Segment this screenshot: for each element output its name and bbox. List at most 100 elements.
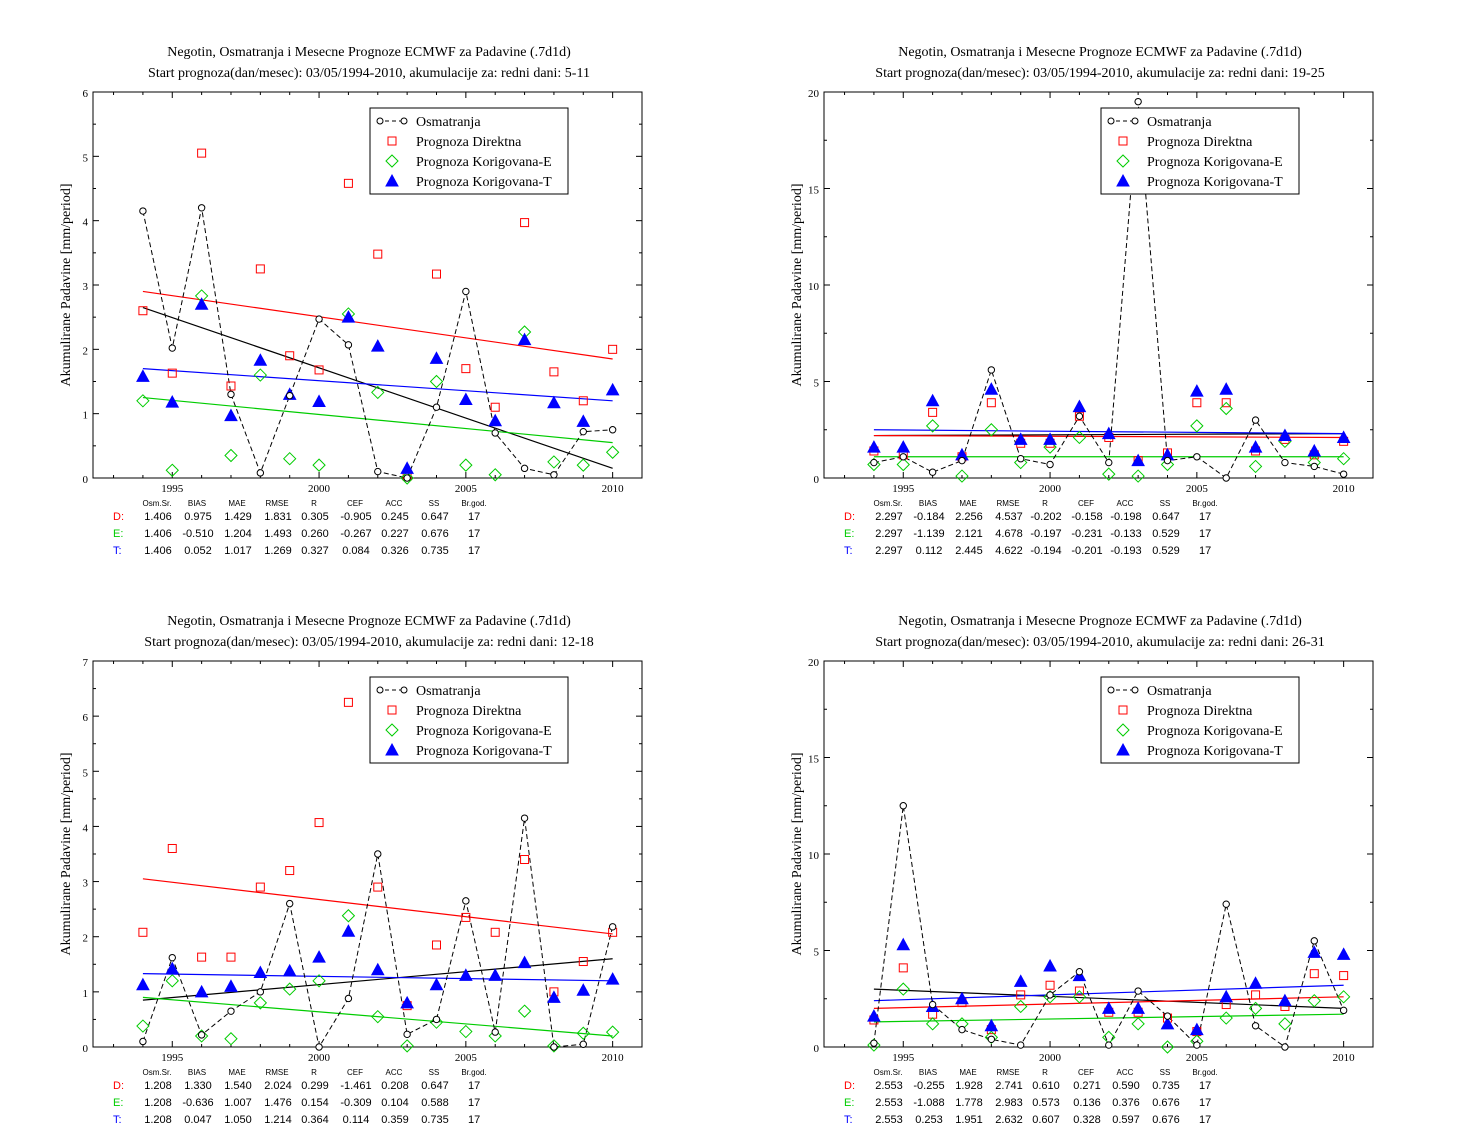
- series-1: [138, 148, 618, 481]
- stats-header: CEF: [1078, 1068, 1094, 1077]
- data-point: [1075, 412, 1084, 420]
- x-tick-label: 1995: [161, 1052, 184, 1064]
- data-point: [312, 950, 326, 963]
- data-point: [1248, 976, 1263, 989]
- x-tick-label: 2000: [308, 483, 331, 495]
- data-point: [488, 1029, 502, 1043]
- y-tick-label: 10: [808, 281, 820, 293]
- data-point: [1160, 1040, 1175, 1054]
- stats-cell: 4.537: [995, 511, 1023, 523]
- data-point: [1190, 1022, 1204, 1036]
- x-tick-label: 2005: [455, 1052, 478, 1064]
- data-point: [578, 396, 588, 406]
- stats-cell: 2.445: [955, 545, 983, 557]
- data-point: [867, 1009, 881, 1022]
- stats-cell: 2.632: [995, 1114, 1023, 1126]
- data-point: [579, 427, 587, 436]
- legend-label: Osmatranja: [1147, 684, 1212, 699]
- data-point: [1105, 458, 1113, 467]
- data-point: [928, 468, 937, 476]
- stats-row-label: D:: [844, 511, 855, 523]
- data-point: [576, 458, 590, 472]
- chart-title: Negotin, Osmatranja i Mesecne Prognoze E…: [167, 45, 571, 60]
- data-point: [341, 909, 356, 923]
- stats-cell: 0.154: [301, 1097, 329, 1109]
- stats-cell: 17: [1199, 511, 1212, 523]
- data-point: [925, 1017, 940, 1031]
- stats-cell: 17: [468, 545, 481, 557]
- stats-cell: -0.905: [340, 511, 372, 523]
- chart-svg: Negotin, Osmatranja i Mesecne Prognoze E…: [59, 614, 643, 1064]
- data-point: [165, 395, 180, 408]
- stats-cell: -0.193: [1110, 545, 1142, 557]
- data-point: [1278, 993, 1292, 1007]
- trend-line-corrE: [142, 396, 613, 444]
- chart-subtitle: Start prognoza(dan/mesec): 03/05/1994-20…: [144, 635, 593, 650]
- data-point: [870, 458, 878, 467]
- stats-header: MAE: [959, 499, 977, 508]
- data-point: [488, 968, 503, 981]
- chart-subtitle: Start prognoza(dan/mesec): 03/05/1994-20…: [875, 635, 1324, 650]
- data-point: [459, 1024, 473, 1039]
- data-point: [462, 287, 470, 296]
- y-axis-label: Akumulirane Padavine [mm/period]: [790, 753, 805, 956]
- data-point: [226, 381, 236, 391]
- legend-label: Prognoza Direktna: [1147, 135, 1253, 150]
- stats-row-label: D:: [113, 1080, 124, 1092]
- data-point: [136, 394, 150, 408]
- stats-cell: 0.676: [1152, 1097, 1180, 1109]
- legend-label: Prognoza Direktna: [1147, 704, 1253, 719]
- data-point: [955, 991, 969, 1005]
- legend-item: Prognoza Korigovana-T: [1116, 742, 1283, 759]
- data-point: [1278, 1017, 1292, 1031]
- data-point: [547, 455, 561, 469]
- data-point: [286, 899, 294, 908]
- legend-marker: [1116, 723, 1130, 737]
- stats-cell: 1.406: [144, 511, 172, 523]
- y-tick-label: 0: [814, 474, 820, 486]
- stats-cell: 1.050: [224, 1114, 252, 1126]
- data-point: [167, 368, 177, 378]
- data-point: [344, 341, 353, 349]
- legend-item: Osmatranja: [1107, 115, 1212, 130]
- stats-header: R: [1042, 1068, 1048, 1077]
- chart-title: Negotin, Osmatranja i Mesecne Prognoze E…: [898, 614, 1302, 629]
- data-point: [371, 385, 385, 400]
- data-point: [1219, 989, 1234, 1003]
- data-point: [1134, 987, 1142, 995]
- data-point: [370, 339, 385, 352]
- y-tick-label: 0: [83, 474, 89, 486]
- stats-cell: 0.588: [421, 1097, 449, 1109]
- trend-line-obs: [142, 958, 613, 1001]
- data-point: [1075, 968, 1084, 976]
- data-point: [1134, 97, 1142, 106]
- data-point: [136, 1019, 150, 1033]
- series-2: [136, 909, 620, 1053]
- series-line-osmatranja: [142, 818, 614, 1049]
- x-tick-label: 2005: [1186, 1052, 1209, 1064]
- data-point: [314, 818, 324, 828]
- stats-cell: -0.231: [1071, 528, 1103, 540]
- data-point: [136, 369, 150, 382]
- data-point: [1222, 900, 1230, 908]
- data-point: [341, 310, 356, 323]
- stats-cell: 1.330: [184, 1080, 212, 1092]
- x-tick-label: 2000: [1039, 483, 1062, 495]
- stats-cell: 0.359: [381, 1114, 409, 1126]
- stats-cell: 0.299: [301, 1080, 329, 1092]
- data-point: [224, 448, 238, 463]
- stats-cell: -1.088: [913, 1097, 945, 1109]
- stats-row-label: T:: [844, 1114, 853, 1126]
- y-tick-label: 1: [83, 988, 89, 1000]
- stats-cell: 0.529: [1152, 528, 1180, 540]
- data-point: [194, 984, 209, 998]
- data-point: [197, 952, 207, 962]
- data-point: [315, 315, 323, 323]
- data-point: [1046, 460, 1054, 469]
- data-point: [1101, 1001, 1116, 1014]
- stats-cell: 2.256: [955, 511, 983, 523]
- x-tick-label: 2005: [455, 483, 478, 495]
- stats-cell: 0.529: [1152, 545, 1180, 557]
- stats-cell: 1.406: [144, 545, 172, 557]
- data-point: [462, 897, 470, 905]
